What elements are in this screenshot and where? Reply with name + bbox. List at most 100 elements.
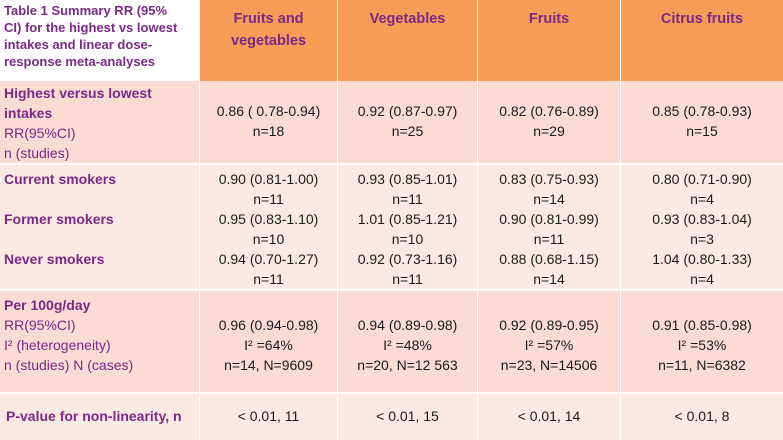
row-label-bold: P-value for non-linearity, n xyxy=(6,408,182,424)
cell-n: n=4 xyxy=(690,271,714,287)
cell-i2: I² =53% xyxy=(677,337,727,353)
row-label-former-smokers: Former smokers xyxy=(4,211,114,227)
cell-n: n=11, N=6382 xyxy=(658,357,746,373)
row-label-bold: Per 100g/day xyxy=(4,297,91,313)
cell-p-value: < 0.01, 11 xyxy=(237,408,300,424)
row-label-current-smokers: Current smokers xyxy=(4,171,117,187)
cell-p-value: < 0.01, 15 xyxy=(376,408,439,424)
row-label-plain: RR(95%CI) xyxy=(4,317,76,333)
cell-rr: 1.01 (0.85-1.21) xyxy=(357,211,458,227)
cell-n: n=10 xyxy=(252,231,285,247)
table-cell: < 0.01, 11 xyxy=(199,394,337,440)
cell-rr: 0.83 (0.75-0.93) xyxy=(499,171,599,187)
cell-rr: 0.90 (0.81-1.00) xyxy=(218,171,319,187)
cell-n: n=11 xyxy=(253,271,284,287)
cell-n: n=11 xyxy=(253,191,284,207)
column-header-text: Vegetables xyxy=(369,11,446,27)
row-label-plain: RR(95%CI) xyxy=(4,125,76,141)
cell-p-value: < 0.01, 8 xyxy=(674,408,730,424)
cell-n: n=29 xyxy=(533,123,565,139)
table-cell: 0.94 (0.89-0.98) I² =48% n=20, N=12 563 xyxy=(337,291,477,392)
cell-rr: 0.96 (0.94-0.98) xyxy=(218,317,319,333)
row-label-plain: n (studies) xyxy=(4,145,70,161)
cell-rr: 0.91 (0.85-0.98) xyxy=(652,317,752,333)
table-cell: < 0.01, 14 xyxy=(477,394,620,440)
cell-rr: 0.86 ( 0.78-0.94) xyxy=(216,103,321,119)
column-header-text: Fruits and xyxy=(233,11,304,27)
table-cell: 0.93 (0.85-1.01) n=11 1.01 (0.85-1.21) n… xyxy=(337,165,477,289)
cell-rr: 0.93 (0.85-1.01) xyxy=(357,171,458,187)
cell-n: n=18 xyxy=(252,123,285,139)
row-label: P-value for non-linearity, n xyxy=(0,394,199,440)
cell-rr: 0.80 (0.71-0.90) xyxy=(652,171,752,187)
table-cell: 0.96 (0.94-0.98) I² =64% n=14, N=9609 xyxy=(199,291,337,392)
table-row-p-value: P-value for non-linearity, n < 0.01, 11 … xyxy=(0,394,783,440)
table-cell: 0.85 (0.78-0.93) n=15 xyxy=(620,81,783,163)
table-row-smoking-strata: Current smokers Former smokers Never smo… xyxy=(0,165,783,289)
cell-rr: 0.94 (0.70-1.27) xyxy=(218,251,319,267)
cell-i2: I² =64% xyxy=(244,337,293,353)
cell-n: n=3 xyxy=(690,231,714,247)
table-cell: 0.92 (0.87-0.97) n=25 xyxy=(337,81,477,163)
cell-n: n=25 xyxy=(391,123,424,139)
cell-n: n=10 xyxy=(391,231,424,247)
row-label-plain: I² (heterogeneity) xyxy=(4,337,111,353)
row-label-bold: intakes xyxy=(4,105,53,121)
table-row-highest-vs-lowest: Highest versus lowest intakes RR(95%CI) … xyxy=(0,81,783,163)
header-row: Table 1 Summary RR (95% CI) for the high… xyxy=(0,0,783,81)
cell-i2: I² =48% xyxy=(383,337,432,353)
caption-line: response meta-analyses xyxy=(4,54,156,69)
cell-p-value: < 0.01, 14 xyxy=(517,408,581,424)
cell-rr: 0.92 (0.89-0.95) xyxy=(499,317,599,333)
cell-i2: I² =57% xyxy=(524,337,574,353)
cell-n: n=11 xyxy=(392,271,423,287)
caption-line: CI) for the highest vs lowest xyxy=(4,20,178,35)
caption-line: Table 1 Summary RR (95% xyxy=(4,3,168,18)
row-label: Highest versus lowest intakes RR(95%CI) … xyxy=(0,81,199,163)
row-label-plain: n (studies) N (cases) xyxy=(4,357,134,373)
cell-n: n=23, N=14506 xyxy=(500,357,598,373)
table-cell: 0.82 (0.76-0.89) n=29 xyxy=(477,81,620,163)
column-header-fruits: Fruits xyxy=(477,0,620,81)
table-cell: 0.80 (0.71-0.90) n=4 0.93 (0.83-1.04) n=… xyxy=(620,165,783,289)
cell-n: n=4 xyxy=(690,191,714,207)
cell-rr: 0.92 (0.87-0.97) xyxy=(357,103,458,119)
cell-rr: 0.93 (0.83-1.04) xyxy=(652,211,752,227)
cell-rr: 0.82 (0.76-0.89) xyxy=(499,103,599,119)
column-header-text: Citrus fruits xyxy=(660,11,744,27)
table-cell: < 0.01, 8 xyxy=(620,394,783,440)
cell-n: n=14, N=9609 xyxy=(224,357,313,373)
row-label-bold: Highest versus lowest xyxy=(4,85,152,101)
column-header-text: Fruits xyxy=(528,11,570,27)
cell-rr: 0.88 (0.68-1.15) xyxy=(499,251,599,267)
cell-n: n=11 xyxy=(392,191,423,207)
table-cell: 0.86 ( 0.78-0.94) n=18 xyxy=(199,81,337,163)
table-cell: 0.90 (0.81-1.00) n=11 0.95 (0.83-1.10) n… xyxy=(199,165,337,289)
table-row-per-100g: Per 100g/day RR(95%CI) I² (heterogeneity… xyxy=(0,291,783,392)
table-cell: < 0.01, 15 xyxy=(337,394,477,440)
column-header-text: vegetables xyxy=(231,33,306,49)
row-label: Per 100g/day RR(95%CI) I² (heterogeneity… xyxy=(0,291,199,392)
cell-rr: 0.90 (0.81-0.99) xyxy=(499,211,599,227)
table-cell: 0.83 (0.75-0.93) n=14 0.90 (0.81-0.99) n… xyxy=(477,165,620,289)
cell-rr: 1.04 (0.80-1.33) xyxy=(652,251,752,267)
cell-n: n=15 xyxy=(686,123,718,139)
caption-line: intakes and linear dose- xyxy=(4,37,153,52)
table-cell: 0.91 (0.85-0.98) I² =53% n=11, N=6382 xyxy=(620,291,783,392)
cell-rr: 0.94 (0.89-0.98) xyxy=(357,317,458,333)
cell-rr: 0.92 (0.73-1.16) xyxy=(357,251,458,267)
table-cell: 0.92 (0.89-0.95) I² =57% n=23, N=14506 xyxy=(477,291,620,392)
column-header-citrus-fruits: Citrus fruits xyxy=(620,0,783,81)
cell-rr: 0.95 (0.83-1.10) xyxy=(218,211,319,227)
cell-n: n=14 xyxy=(533,271,565,287)
cell-n: n=11 xyxy=(533,231,565,247)
column-header-fruits-and-vegetables: Fruits and vegetables xyxy=(199,0,337,81)
column-header-vegetables: Vegetables xyxy=(337,0,477,81)
cell-n: n=14 xyxy=(533,191,565,207)
cell-rr: 0.85 (0.78-0.93) xyxy=(652,103,752,119)
row-label: Current smokers Former smokers Never smo… xyxy=(0,165,199,289)
cell-n: n=20, N=12 563 xyxy=(357,357,458,373)
row-label-never-smokers: Never smokers xyxy=(4,251,105,267)
table-caption: Table 1 Summary RR (95% CI) for the high… xyxy=(0,0,199,81)
